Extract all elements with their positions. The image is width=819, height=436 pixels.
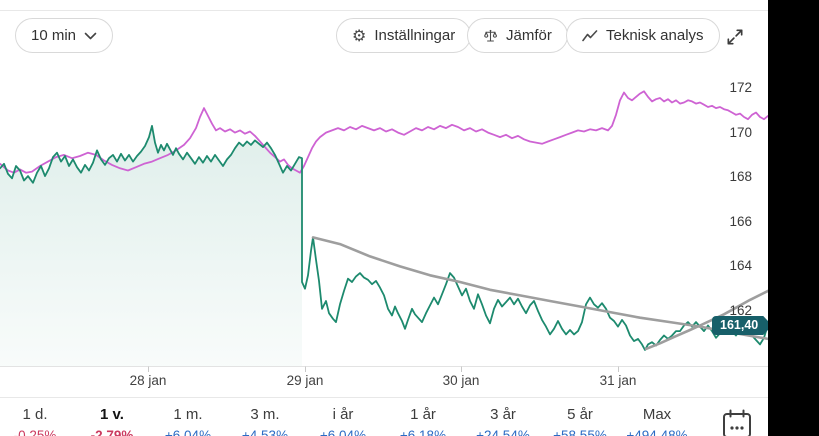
period-label: 1 v. <box>100 406 124 423</box>
calendar-button[interactable] <box>720 409 754 436</box>
settings-button[interactable]: ⚙ Inställningar <box>336 18 472 53</box>
ma-line-descending <box>311 236 770 341</box>
period-tab-3m[interactable]: 3 m. +4,53% <box>227 405 303 436</box>
period-label: 3 år <box>490 406 516 423</box>
compare-button[interactable]: Jämför <box>467 18 568 53</box>
x-axis-label: 31 jan <box>599 373 637 388</box>
period-label: 1 m. <box>173 406 203 423</box>
period-label: i år <box>332 406 354 423</box>
scales-icon <box>484 29 498 42</box>
expand-button[interactable] <box>723 26 747 50</box>
period-tab-3y[interactable]: 3 år +24,54% <box>465 405 541 436</box>
period-change: +4,53% <box>241 428 289 436</box>
period-change: +6,18% <box>399 428 447 436</box>
period-label: 1 år <box>410 406 436 423</box>
period-tab-5y[interactable]: 5 år +58,55% <box>542 405 618 436</box>
period-label: 3 m. <box>250 406 280 423</box>
y-axis-label: 164 <box>729 258 752 273</box>
period-label: 5 år <box>567 406 593 423</box>
period-change: +494,48% <box>626 428 688 436</box>
y-axis-label: 170 <box>729 125 752 140</box>
period-change: +24,54% <box>476 428 530 436</box>
y-axis-label: 172 <box>729 80 752 95</box>
gear-icon: ⚙ <box>352 25 367 45</box>
period-change: +6,04% <box>319 428 367 436</box>
period-tab-1v[interactable]: 1 v. -2,79% <box>74 405 150 436</box>
interval-label: 10 min <box>31 27 77 44</box>
technical-analysis-button[interactable]: Teknisk analys <box>566 18 720 53</box>
x-axis-label: 30 jan <box>442 373 480 388</box>
x-axis-ticks <box>148 366 619 372</box>
expand-icon <box>727 29 743 45</box>
settings-label: Inställningar <box>374 27 456 44</box>
period-tab-1d[interactable]: 1 d. -0,25% <box>0 405 73 436</box>
period-tab-ytd[interactable]: i år +6,04% <box>305 405 381 436</box>
price-line <box>0 125 769 351</box>
compare-label: Jämför <box>506 27 552 44</box>
price-area-fill <box>0 125 302 367</box>
period-change: -0,25% <box>13 428 57 436</box>
top-divider <box>0 10 768 11</box>
y-axis-label: 162 <box>729 303 752 318</box>
comparison-line <box>0 90 769 174</box>
x-axis-label: 29 jan <box>286 373 324 388</box>
screen-edge-black-strip <box>768 0 819 436</box>
y-axis-label: 168 <box>729 169 752 184</box>
x-axis-label: 28 jan <box>129 373 167 388</box>
period-label: 1 d. <box>22 406 48 423</box>
period-change: +6,04% <box>164 428 212 436</box>
ma-line-ascending <box>644 289 770 351</box>
periods-divider <box>0 397 768 398</box>
period-change: +58,55% <box>553 428 607 436</box>
interval-dropdown[interactable]: 10 min <box>15 18 114 53</box>
period-tab-1m[interactable]: 1 m. +6,04% <box>150 405 226 436</box>
period-tab-max[interactable]: Max +494,48% <box>619 405 695 436</box>
period-label: Max <box>642 406 672 423</box>
trend-pulse-icon <box>582 29 598 41</box>
technical-analysis-label: Teknisk analys <box>606 27 704 44</box>
period-change: -2,79% <box>90 428 134 436</box>
last-price-badge: 161,40 <box>712 316 772 335</box>
y-axis-label: 166 <box>729 214 752 229</box>
period-tab-1y[interactable]: 1 år +6,18% <box>385 405 461 436</box>
calendar-icon <box>723 409 751 436</box>
chevron-down-icon <box>84 32 97 39</box>
